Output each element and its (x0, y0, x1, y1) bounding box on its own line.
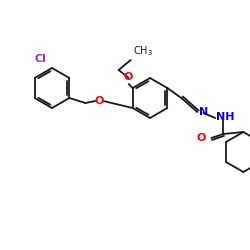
Text: Cl: Cl (34, 54, 46, 64)
Text: O: O (124, 72, 133, 82)
Text: O: O (95, 96, 104, 106)
Text: NH: NH (216, 112, 235, 122)
Text: CH$_3$: CH$_3$ (133, 44, 153, 58)
Text: N: N (199, 107, 208, 117)
Text: O: O (197, 133, 206, 143)
